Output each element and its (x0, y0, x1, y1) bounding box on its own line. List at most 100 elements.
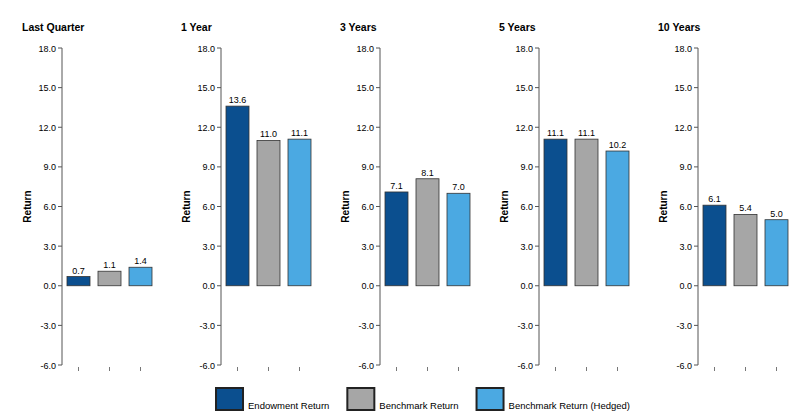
y-tick-label: 6.0 (202, 202, 215, 212)
y-tick (694, 365, 698, 366)
data-label: 7.0 (452, 182, 465, 192)
y-tick (58, 87, 62, 88)
y-tick (58, 127, 62, 128)
data-labels: 6.15.45.0 (708, 194, 783, 219)
panel: 1 YearReturn-6.0-3.00.03.06.09.012.015.0… (181, 21, 311, 371)
y-tick-label: 18.0 (197, 44, 215, 54)
data-label: 0.7 (72, 266, 85, 276)
chart-svg: Last Quarter Return -6.0 -3.0 0.0 3.0 6.0 9.0 12… (0, 0, 800, 420)
bar: Endowment Return (544, 139, 567, 286)
y-tick-label: 3.0 (43, 242, 56, 252)
y-tick-label: -6.0 (199, 361, 215, 371)
y-tick-label: 12.0 (674, 123, 692, 133)
data-label: 7.1 (390, 181, 403, 191)
data-label: 10.2 (609, 140, 627, 150)
y-tick-label: 3.0 (202, 242, 215, 252)
x-tick (714, 367, 715, 371)
bar: Benchmark Return (257, 140, 280, 285)
panel-title: Last Quarter (22, 21, 84, 33)
data-label: 11.1 (547, 128, 564, 138)
y-tick (694, 87, 698, 88)
y-tick-label: 3.0 (520, 242, 533, 252)
panel-title: 5 Years (499, 21, 536, 33)
data-label: 1.1 (103, 260, 116, 270)
y-tick-label: 15.0 (356, 83, 374, 93)
y-tick-label: -6.0 (358, 361, 374, 371)
bar: Benchmark Return (Hedged) (447, 193, 470, 285)
bars: Endowment ReturnBenchmark ReturnBenchmar… (226, 106, 311, 286)
y-tick-label: 15.0 (515, 83, 533, 93)
y-tick (217, 87, 221, 88)
y-tick-label: 6.0 (679, 202, 692, 212)
panel-title: 3 Years (340, 21, 377, 33)
y-tick (217, 127, 221, 128)
y-tick (58, 166, 62, 167)
bars: Endowment ReturnBenchmark ReturnBenchmar… (703, 205, 788, 286)
y-tick (376, 87, 380, 88)
y-tick-label: -3.0 (358, 321, 374, 331)
y-tick-label: 0.0 (43, 281, 56, 291)
y-tick (58, 285, 62, 286)
y-tick-label: 9.0 (520, 162, 533, 172)
y-tick (376, 127, 380, 128)
background (0, 0, 800, 420)
y-tick-label: 9.0 (361, 162, 374, 172)
data-labels: 13.611.011.1 (229, 95, 308, 139)
bar: Endowment Return (703, 205, 726, 286)
legend-swatch (216, 388, 243, 410)
y-tick (376, 246, 380, 247)
legend-swatch (477, 388, 504, 410)
y-tick (217, 365, 221, 366)
x-tick (396, 367, 397, 371)
panel: 5 YearsReturn-6.0-3.00.03.06.09.012.015.… (499, 21, 629, 371)
legend-swatch (347, 388, 374, 410)
y-tick (58, 48, 62, 49)
data-label: 11.1 (291, 128, 308, 138)
x-tick (140, 367, 141, 371)
panel-title: 10 Years (658, 21, 701, 33)
data-label: 5.4 (739, 203, 752, 213)
y-tick-label: -3.0 (517, 321, 533, 331)
data-label: 1.4 (134, 256, 147, 266)
data-labels: 0.7 1.1 1.4 (72, 256, 147, 275)
bar: Benchmark Return (Hedged) (765, 220, 788, 286)
panel: 10 YearsReturn-6.0-3.00.03.06.09.012.015… (658, 21, 788, 371)
y-tick (217, 166, 221, 167)
y-tick-label: 15.0 (674, 83, 692, 93)
legend-label: Endowment Return (248, 400, 329, 411)
y-tick (535, 87, 539, 88)
x-tick (237, 367, 238, 371)
y-tick (694, 48, 698, 49)
y-axis-title: Return (22, 190, 33, 222)
y-tick-label: 18.0 (38, 44, 56, 54)
data-label: 11.1 (578, 128, 595, 138)
y-tick-label: 12.0 (38, 123, 56, 133)
y-tick (376, 48, 380, 49)
legend: Endowment ReturnBenchmark ReturnBenchmar… (216, 388, 630, 411)
y-tick (535, 48, 539, 49)
y-tick-label: 9.0 (679, 162, 692, 172)
bar: Benchmark Return (Hedged) (288, 139, 311, 286)
x-tick (617, 367, 618, 371)
y-tick (376, 206, 380, 207)
y-tick (217, 246, 221, 247)
bar: Benchmark Return (575, 139, 598, 286)
y-tick (376, 285, 380, 286)
x-tick (458, 367, 459, 371)
y-tick-label: 3.0 (361, 242, 374, 252)
y-tick (376, 166, 380, 167)
data-label: 13.6 (229, 95, 247, 105)
x-tick (299, 367, 300, 371)
y-tick-label: 12.0 (356, 123, 374, 133)
y-axis-title: Return (181, 190, 192, 222)
y-tick (217, 285, 221, 286)
bars: Endowment ReturnBenchmark ReturnBenchmar… (385, 179, 470, 286)
data-labels: 7.1 8.1 7.0 (390, 168, 465, 193)
data-label: 8.1 (421, 168, 434, 178)
y-tick (58, 365, 62, 366)
panel-title: 1 Year (181, 21, 212, 33)
bar: Benchmark Return (Hedged) (606, 151, 629, 286)
bar: Benchmark Return (98, 271, 121, 286)
y-tick (58, 325, 62, 326)
y-tick-label: 6.0 (361, 202, 374, 212)
